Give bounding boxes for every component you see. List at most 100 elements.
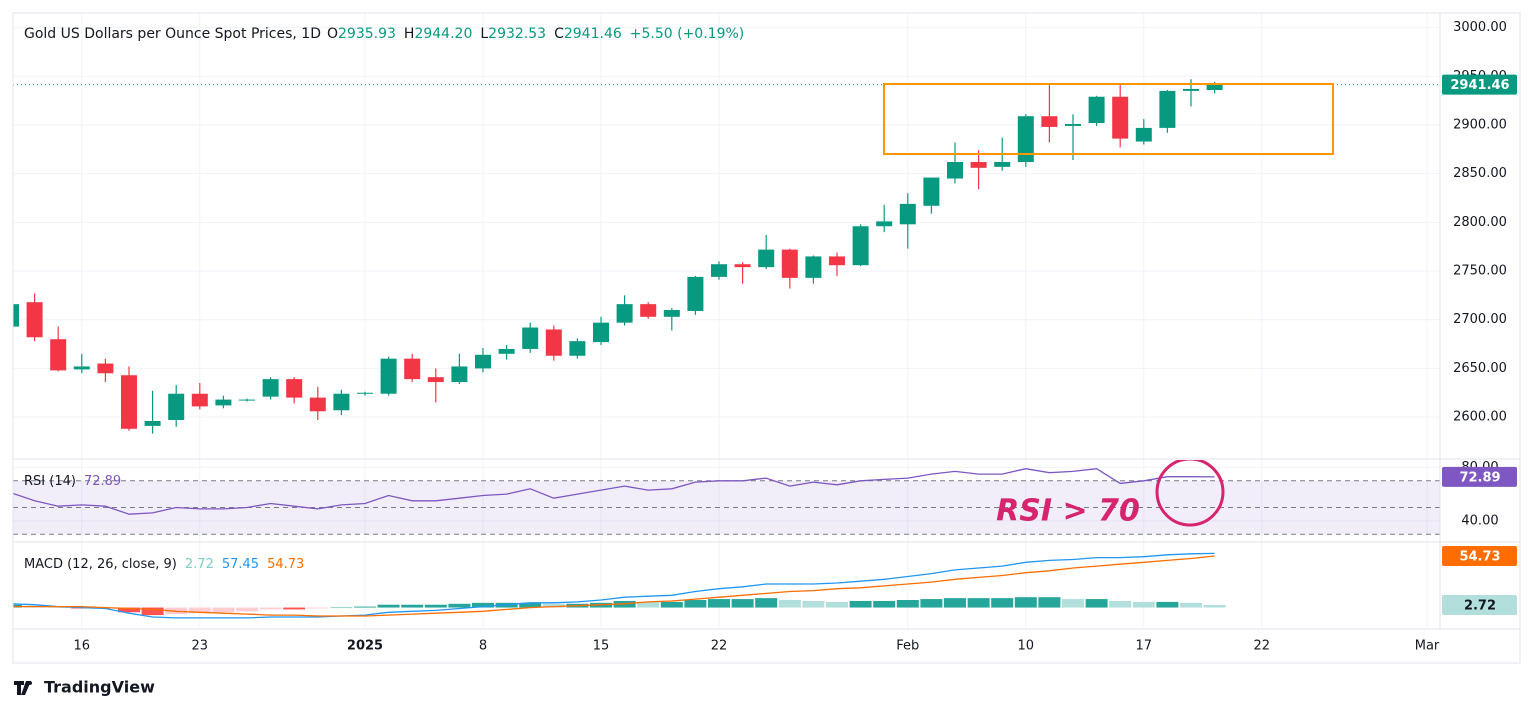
brand-name: TradingView: [44, 678, 155, 697]
histogram-bar: [377, 604, 400, 608]
x-tick-label: 22: [711, 639, 728, 654]
y-tick-label: 2850.00: [1453, 166, 1507, 181]
price-label: 2.72: [1464, 598, 1496, 613]
candle-body: [1017, 116, 1034, 162]
histogram-bar: [1156, 601, 1179, 608]
candle-body: [50, 339, 67, 371]
legend-change: +5.50 (+0.19%): [630, 26, 744, 42]
histogram-bar: [1038, 597, 1061, 608]
histogram-bar: [873, 600, 896, 608]
legend-key: C: [554, 26, 564, 42]
candle-body: [640, 304, 657, 317]
candle-body: [427, 377, 444, 383]
histogram-bar: [944, 598, 966, 608]
rsi-line: [13, 468, 1215, 515]
histogram-bar: [755, 598, 778, 608]
histogram-bar: [306, 607, 329, 609]
candle-body: [1041, 116, 1058, 127]
x-tick-label: 22: [1254, 639, 1271, 654]
legend-title: Gold US Dollars per Ounce Spot Prices, 1…: [24, 26, 321, 42]
macd-legend-hist: 2.72: [185, 557, 214, 572]
candle-body: [876, 221, 893, 227]
brand-logo: [14, 681, 33, 695]
x-tick-label: Mar: [1415, 639, 1440, 654]
candle-body: [829, 256, 845, 266]
histogram-bar: [212, 607, 235, 613]
macd-legend-title: MACD (12, 26, close, 9): [24, 557, 177, 572]
x-tick-label: 15: [593, 639, 610, 654]
candle-body: [852, 226, 869, 266]
legend-key: O: [327, 26, 338, 42]
candle-body: [168, 393, 185, 421]
candle-body: [970, 161, 987, 168]
candle-body: [26, 302, 43, 338]
y-tick-label: 40.00: [1461, 513, 1498, 528]
legend-value: 2941.46: [564, 26, 622, 42]
candle-body: [805, 256, 822, 278]
histogram-bar: [1062, 599, 1084, 608]
candle-body: [309, 397, 326, 412]
histogram-bar: [1132, 601, 1155, 608]
candle-body: [357, 392, 373, 394]
histogram-bar: [118, 607, 140, 613]
candle-body: [333, 393, 350, 411]
histogram-bar: [188, 607, 211, 614]
signal-line: [13, 555, 1215, 617]
histogram-bar: [660, 601, 683, 608]
price-label-box: [1442, 74, 1517, 95]
candle-body: [545, 329, 562, 356]
histogram-bar: [141, 607, 164, 616]
legend-value: 2932.53: [488, 26, 546, 42]
histogram-bar: [283, 607, 306, 610]
histogram-bar: [472, 602, 494, 608]
histogram-bar: [731, 599, 754, 608]
price-label-box: [1442, 594, 1517, 615]
candle-body: [1112, 96, 1129, 139]
y-tick-label: 2750.00: [1453, 264, 1507, 279]
price-label-box: [1442, 545, 1517, 566]
candle-body: [1206, 84, 1223, 90]
histogram-bar: [920, 599, 943, 608]
histogram-bar: [424, 604, 447, 608]
macd-legend-signal: 54.73: [267, 557, 304, 572]
candle-body: [923, 177, 940, 206]
price-label: 54.73: [1459, 549, 1500, 564]
legend-value: 2935.93: [338, 26, 396, 42]
histogram-bar: [1109, 600, 1132, 608]
histogram-bar: [519, 602, 542, 608]
candle-body: [215, 399, 232, 406]
candle-body: [97, 363, 114, 374]
price-label: 2941.46: [1450, 78, 1509, 93]
candle-body: [498, 348, 515, 354]
macd-legend-macd: 57.45: [222, 557, 259, 572]
candle-body: [73, 366, 90, 370]
price-label: 72.89: [1459, 470, 1500, 485]
histogram-bar: [637, 601, 660, 608]
candle-body: [781, 249, 798, 278]
x-tick-label: Feb: [896, 639, 919, 654]
candle-body: [1159, 90, 1176, 128]
candle-body: [121, 375, 137, 429]
rsi-pane: [13, 468, 1440, 535]
candle-body: [687, 276, 704, 311]
grid: [13, 13, 1440, 628]
x-tick-label: 23: [192, 639, 209, 654]
candle-body: [191, 393, 208, 407]
histogram-bar: [967, 598, 990, 608]
histogram-bar: [1014, 597, 1037, 608]
histogram-bar: [47, 607, 70, 609]
histogram-bar: [778, 600, 801, 608]
histogram-bar: [896, 600, 919, 608]
candle-body: [1088, 96, 1105, 124]
candle-body: [1183, 88, 1199, 91]
histogram-bar: [849, 600, 872, 608]
histogram-bar: [1085, 599, 1108, 608]
candle-body: [262, 379, 279, 397]
histogram-bar: [448, 603, 471, 608]
candle-body: [475, 354, 491, 369]
y-tick-label: 2600.00: [1453, 410, 1507, 425]
rsi-legend-title: RSI (14): [24, 474, 76, 489]
axes: 16 23 2025 8 15 22 Feb 10 17 22 Mar 2600.00 2650.00 2…: [74, 20, 1517, 654]
brand: TradingView: [14, 678, 155, 697]
